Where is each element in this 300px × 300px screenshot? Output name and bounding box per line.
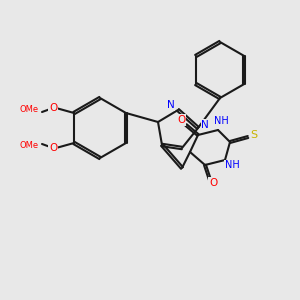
- Text: N: N: [201, 120, 209, 130]
- Text: O: O: [209, 178, 217, 188]
- Text: O: O: [49, 103, 57, 113]
- Text: NH: NH: [214, 116, 228, 126]
- Text: O: O: [177, 115, 185, 125]
- Text: N: N: [167, 100, 175, 110]
- Text: OMe: OMe: [20, 142, 39, 151]
- Text: OMe: OMe: [20, 106, 39, 115]
- Text: S: S: [250, 130, 258, 140]
- Text: NH: NH: [225, 160, 239, 170]
- Text: O: O: [49, 143, 57, 153]
